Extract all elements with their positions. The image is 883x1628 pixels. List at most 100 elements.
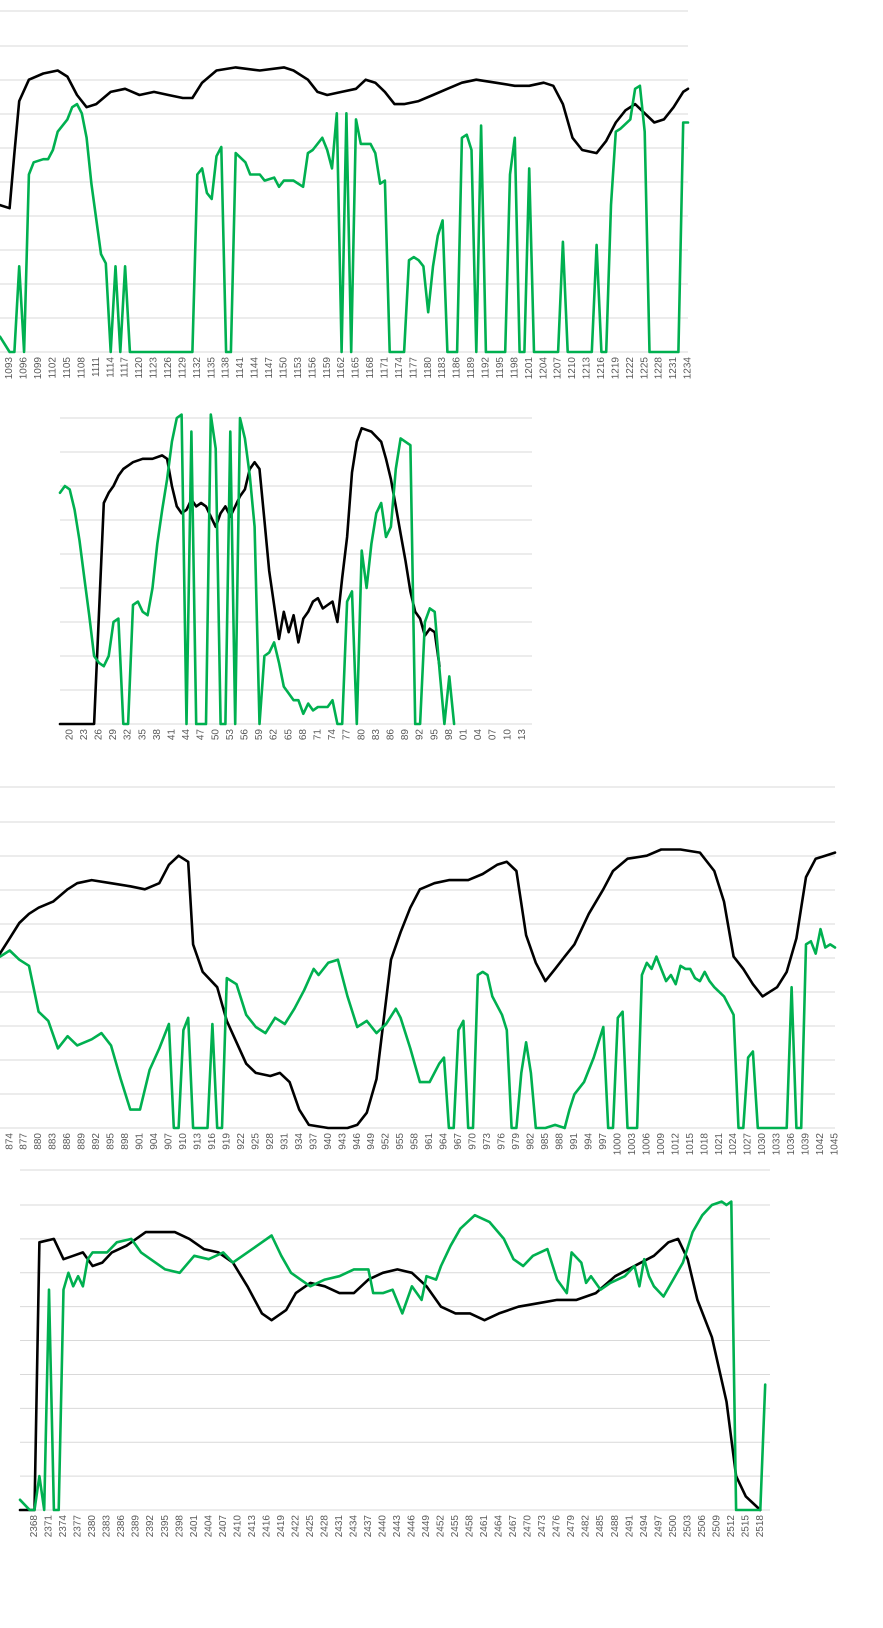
green-series-line xyxy=(18,1200,767,1512)
x-tick-label: 2404 xyxy=(203,1515,214,1538)
x-tick-label: 2479 xyxy=(566,1515,577,1538)
x-tick-label: 1195 xyxy=(495,357,506,379)
x-tick-label: 883 xyxy=(48,1133,59,1150)
x-tick-label: 2440 xyxy=(378,1515,389,1538)
x-tick-label: 898 xyxy=(120,1133,131,1150)
gridlines xyxy=(0,786,835,1129)
x-tick-label: 2494 xyxy=(639,1515,650,1538)
x-tick-label: 2437 xyxy=(363,1515,374,1538)
x-tick-label: 922 xyxy=(236,1133,247,1150)
x-tick-label: 1138 xyxy=(221,357,232,379)
x-tick-label: 1096 xyxy=(19,357,30,380)
x-tick-label: 71 xyxy=(313,729,324,741)
x-tick-label: 1012 xyxy=(670,1133,681,1156)
x-tick-label: 949 xyxy=(366,1133,377,1150)
x-tick-label: 2500 xyxy=(668,1515,679,1538)
line-chart-3: 874 877 880 883 886 889 892 895 898 901 904 907 910 9… xyxy=(0,786,841,1156)
x-tick-label: 20 xyxy=(64,729,75,741)
x-tick-label: 1186 xyxy=(452,357,463,379)
x-tick-label: 2422 xyxy=(290,1515,301,1538)
x-tick-label: 2509 xyxy=(711,1515,722,1538)
x-tick-label: 2476 xyxy=(552,1515,563,1538)
x-tick-label: 925 xyxy=(250,1133,261,1150)
x-tick-label: 2485 xyxy=(595,1515,606,1538)
x-tick-label: 1132 xyxy=(192,357,203,379)
x-tick-label: 1141 xyxy=(235,357,246,379)
x-tick-label: 1135 xyxy=(206,357,217,379)
x-tick-label: 955 xyxy=(395,1133,406,1150)
x-tick-label: 970 xyxy=(468,1133,479,1150)
x-tick-label: 1228 xyxy=(654,357,665,380)
x-tick-label: 928 xyxy=(265,1133,276,1150)
x-tick-label: 2395 xyxy=(160,1515,171,1538)
x-tick-label: 38 xyxy=(152,729,163,741)
x-tick-label: 2473 xyxy=(537,1515,548,1538)
x-tick-label: 2428 xyxy=(319,1515,330,1538)
x-tick-label: 01 xyxy=(459,729,470,741)
x-tick-labels: 2368 2371 2374 2377 2380 2383 2386 2389 2392 2395… xyxy=(29,1515,766,1538)
x-tick-label: 95 xyxy=(429,729,440,741)
x-tick-label: 901 xyxy=(135,1133,146,1150)
x-tick-label: 1021 xyxy=(714,1133,725,1156)
x-tick-label: 2386 xyxy=(116,1515,127,1538)
x-tick-label: 1111 xyxy=(91,357,102,377)
x-tick-label: 886 xyxy=(62,1133,73,1150)
x-tick-label: 931 xyxy=(279,1133,290,1150)
x-tick-label: 976 xyxy=(497,1133,508,1150)
x-tick-label: 2506 xyxy=(697,1515,708,1538)
x-tick-label: 937 xyxy=(308,1133,319,1150)
x-tick-label: 83 xyxy=(371,729,382,741)
x-tick-label: 1036 xyxy=(786,1133,797,1156)
x-tick-label: 13 xyxy=(517,729,528,741)
x-tick-label: 952 xyxy=(381,1133,392,1150)
x-tick-label: 1000 xyxy=(612,1133,623,1156)
x-tick-label: 29 xyxy=(108,729,119,741)
x-tick-label: 32 xyxy=(123,729,134,741)
x-tick-label: 89 xyxy=(400,729,411,741)
x-tick-label: 889 xyxy=(77,1133,88,1150)
x-tick-label: 92 xyxy=(415,729,426,741)
x-tick-label: 2416 xyxy=(261,1515,272,1538)
x-tick-label: 895 xyxy=(106,1133,117,1150)
x-tick-label: 23 xyxy=(79,729,90,741)
line-chart-4: 2368 2371 2374 2377 2380 2383 2386 2389 2392 2395… xyxy=(18,1169,770,1538)
x-tick-label: 2392 xyxy=(145,1515,156,1538)
x-tick-label: 68 xyxy=(298,729,309,741)
x-tick-label: 2449 xyxy=(421,1515,432,1538)
x-tick-label: 1045 xyxy=(830,1133,841,1156)
x-tick-label: 2401 xyxy=(189,1515,200,1538)
x-tick-label: 991 xyxy=(569,1133,580,1150)
x-tick-label: 2452 xyxy=(436,1515,447,1538)
chart-panel-4: 2368 2371 2374 2377 2380 2383 2386 2389 2392 2395… xyxy=(0,1160,883,1628)
x-tick-label: 940 xyxy=(323,1133,334,1150)
line-chart-2: 20 23 26 29 32 35 38 41 44 47 50 53 56 59 62 65 68 71 74 77… xyxy=(58,413,532,741)
x-tick-label: 877 xyxy=(19,1133,30,1150)
x-tick-label: 1171 xyxy=(380,357,391,379)
x-tick-label: 967 xyxy=(453,1133,464,1150)
x-tick-labels: 1093 1096 1099 1102 1105 1108 1111 1114 1117 1120… xyxy=(4,357,693,380)
green-series-line xyxy=(0,84,690,354)
x-tick-label: 1180 xyxy=(423,357,434,379)
black-series-line xyxy=(0,66,690,210)
x-tick-label: 1156 xyxy=(307,357,318,379)
x-tick-label: 919 xyxy=(221,1133,232,1150)
x-tick-label: 1030 xyxy=(757,1133,768,1156)
x-tick-label: 62 xyxy=(269,729,280,741)
x-tick-label: 1117 xyxy=(120,357,131,378)
x-tick-label: 2398 xyxy=(174,1515,185,1538)
x-tick-label: 1225 xyxy=(639,357,650,380)
x-tick-label: 53 xyxy=(225,729,236,741)
x-tick-label: 1207 xyxy=(553,357,564,380)
x-tick-label: 1165 xyxy=(351,357,362,379)
x-tick-label: 1150 xyxy=(279,357,290,379)
x-tick-label: 1123 xyxy=(149,357,160,379)
x-tick-label: 1210 xyxy=(567,357,578,380)
x-tick-label: 1033 xyxy=(772,1133,783,1156)
x-tick-label: 1009 xyxy=(656,1133,667,1156)
x-tick-label: 1147 xyxy=(264,357,275,379)
x-tick-label: 2497 xyxy=(653,1515,664,1538)
x-tick-label: 1159 xyxy=(322,357,333,379)
x-tick-label: 1162 xyxy=(336,357,347,379)
x-tick-label: 1219 xyxy=(610,357,621,380)
x-tick-label: 982 xyxy=(526,1133,537,1150)
